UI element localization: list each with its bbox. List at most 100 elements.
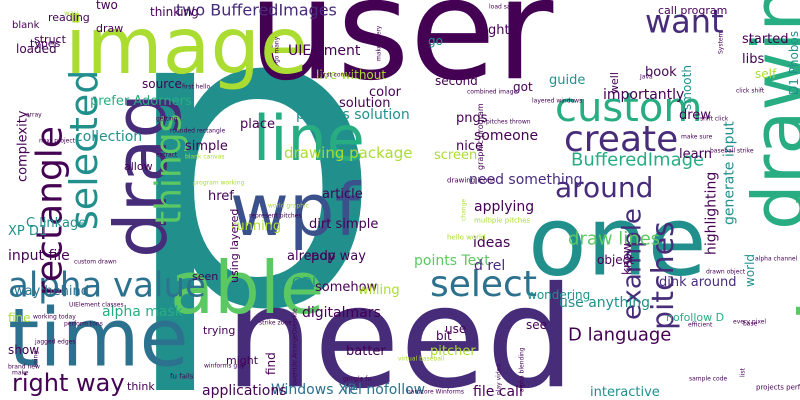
cloud-word: drew: [679, 108, 711, 124]
cloud-word: next project: [39, 137, 76, 145]
cloud-word: color: [369, 85, 402, 101]
cloud-word: able: [170, 245, 325, 330]
cloud-word: dirt simple: [309, 217, 379, 233]
cloud-word: change: [460, 198, 468, 221]
cloud-word: working today: [33, 313, 76, 321]
cloud-word: perform tons: [64, 320, 103, 328]
cloud-word: way: [64, 9, 79, 18]
cloud-word: rounded rectangle: [170, 127, 226, 135]
cloud-word: first hello: [182, 83, 211, 91]
cloud-word: strike zone: [259, 319, 292, 327]
cloud-word: object: [597, 252, 634, 267]
cloud-word: baseball strike: [710, 147, 754, 155]
cloud-word: alpha channel: [755, 255, 798, 263]
cloud-word: world graphic: [268, 202, 309, 210]
cloud-word: article: [322, 187, 363, 203]
cloud-word: make sure: [681, 133, 713, 141]
cloud-word: alpha value: [8, 265, 206, 306]
cloud-word: custom drawn: [74, 258, 117, 266]
cloud-word: Canvas: [0, 0, 37, 1]
cloud-word: way behind: [14, 284, 90, 300]
cloud-word: program working: [193, 179, 245, 187]
cloud-word: smooth: [679, 65, 694, 110]
cloud-word: file call: [473, 384, 523, 400]
cloud-word: shift click: [700, 115, 729, 123]
cloud-word: loaded: [16, 41, 57, 56]
cloud-word: pngs: [456, 111, 488, 127]
cloud-word: started: [742, 32, 789, 48]
cloud-word: user: [248, 0, 554, 113]
cloud-word: graphic program: [476, 103, 486, 170]
cloud-word: click shift: [736, 87, 765, 95]
cloud-word: brand new: [8, 363, 40, 371]
cloud-word: interactive: [590, 385, 660, 400]
cloud-word: efficient: [688, 321, 713, 329]
cloud-word: href: [208, 189, 234, 205]
cloud-word: importantly: [603, 87, 685, 104]
cloud-word: self: [755, 66, 777, 81]
cloud-word: drawing icons: [447, 176, 496, 185]
cloud-word: alpha blending: [518, 347, 526, 392]
cloud-word: bit: [436, 328, 452, 343]
cloud-word: two BufferedImages: [176, 0, 337, 20]
cloud-word: use: [445, 321, 467, 336]
cloud-word: trying: [203, 323, 236, 337]
cloud-word: blank: [12, 19, 40, 31]
cloud-word: d rel: [474, 258, 506, 275]
cloud-word: pitches thrown: [486, 118, 531, 126]
cloud-word: pop: [311, 249, 336, 265]
cloud-word: override ArrangeOverride: [291, 308, 299, 385]
cloud-word: input file: [8, 248, 70, 265]
cloud-word: extract: [156, 151, 178, 159]
cloud-word: base: [743, 320, 758, 328]
cloud-word: Windows XP: [271, 382, 356, 399]
cloud-word: place: [240, 117, 275, 133]
cloud-word: virtual baseball: [398, 355, 445, 363]
cloud-word: libs: [742, 52, 765, 68]
cloud-word: p: [118, 0, 385, 400]
cloud-word: rectangle: [29, 126, 71, 296]
cloud-word: UIElement classes: [69, 301, 124, 309]
cloud-word: learn: [679, 147, 712, 163]
cloud-word: represent pitches: [249, 212, 302, 220]
cloud-word: collection: [75, 129, 143, 146]
cloud-word: generate input: [721, 121, 738, 225]
cloud-word: around: [555, 171, 654, 205]
cloud-word: drawn object: [706, 268, 746, 276]
cloud-word: types: [30, 36, 61, 50]
cloud-word: go many: [273, 36, 281, 63]
cloud-word: Java: [640, 73, 653, 81]
cloud-word: select: [430, 263, 537, 305]
cloud-word: ideas: [473, 235, 511, 252]
cloud-word: thinking: [150, 4, 199, 19]
cloud-word: struct: [34, 32, 66, 46]
cloud-word: find: [263, 352, 278, 375]
cloud-word: make every: [375, 25, 383, 61]
cloud-word: two: [96, 0, 118, 12]
cloud-word: using: [32, 350, 40, 367]
cloud-word: guide: [549, 73, 586, 89]
cloud-word: make: [12, 369, 29, 377]
cloud-word: array: [26, 111, 42, 119]
cloud-word: book: [645, 65, 677, 81]
cloud-word: digitalmars: [302, 305, 381, 322]
cloud-word: second: [435, 73, 478, 88]
cloud-word: points Text: [414, 253, 490, 270]
cloud-word: know: [619, 243, 634, 275]
cloud-word: play video: [495, 364, 503, 395]
cloud-word: line: [253, 101, 365, 175]
cloud-word: seen: [192, 269, 219, 283]
cloud-word: already way: [287, 249, 366, 265]
cloud-word: world: [742, 253, 757, 287]
cloud-word: BufferedImage: [571, 149, 705, 171]
cloud-word: highlighting: [703, 171, 720, 255]
cloud-word: wpf: [230, 167, 360, 252]
cloud-word: need: [225, 257, 575, 400]
cloud-word: fine: [8, 310, 31, 325]
cloud-word: D language: [568, 324, 672, 346]
cloud-word: blank canvas: [185, 153, 225, 161]
cloud-word: someone: [474, 128, 539, 145]
cloud-word: alpha mask: [102, 304, 183, 321]
cloud-word: winforms guy: [204, 362, 245, 370]
